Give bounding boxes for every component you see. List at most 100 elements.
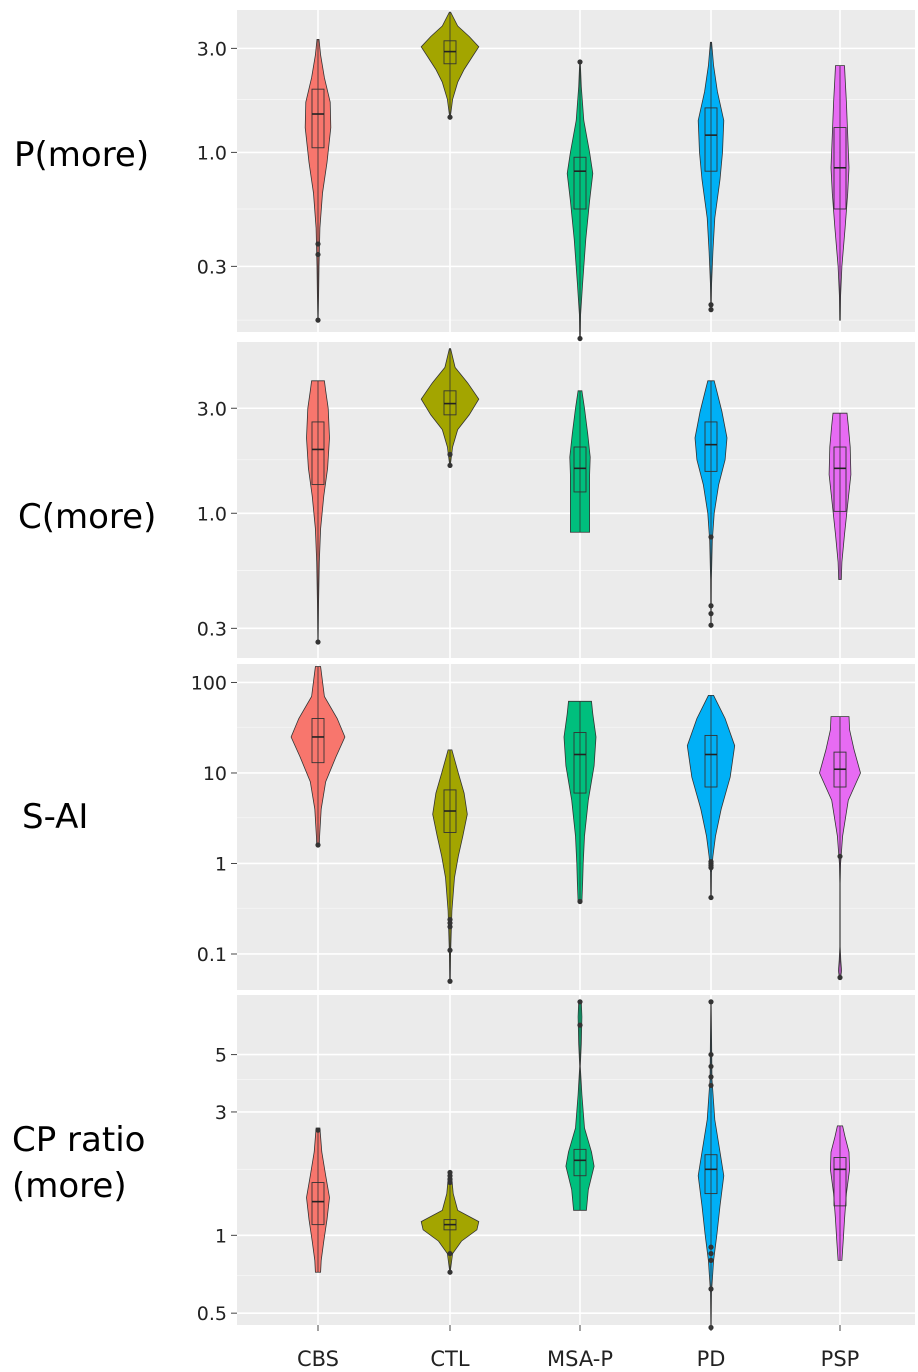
- violin-PSP: [829, 1125, 851, 1261]
- outlier-point: [708, 1257, 714, 1263]
- box-iqr: [311, 718, 325, 764]
- y-tick-label: 3: [215, 1102, 227, 1124]
- violin-PD: [694, 380, 728, 628]
- panel-2: 0.1 1 10 100: [191, 664, 915, 990]
- row-label-2: S-AI: [22, 797, 89, 837]
- violin-CBS: [304, 39, 332, 323]
- outlier-point: [315, 639, 321, 645]
- outlier-point: [315, 317, 321, 323]
- violin-PSP: [828, 412, 852, 580]
- outlier-point: [447, 978, 453, 984]
- outlier-point: [708, 1074, 714, 1080]
- y-tick-label: 0.3: [197, 256, 227, 278]
- outlier-point: [315, 1127, 321, 1133]
- outlier-point: [708, 1250, 714, 1257]
- row-label-3-text: CP ratio (more): [12, 1120, 146, 1206]
- outlier-point: [577, 59, 583, 65]
- box-iqr: [311, 88, 325, 149]
- violin-MSA-P: [565, 999, 595, 1211]
- x-tick-label-CTL: CTL: [430, 1347, 469, 1371]
- box-iqr: [833, 446, 847, 512]
- x-tick-label-CBS: CBS: [297, 1347, 339, 1371]
- y-tick-label: 0.3: [197, 618, 227, 640]
- outlier-point: [708, 1286, 714, 1292]
- outlier-point: [577, 898, 583, 905]
- outlier-point: [837, 974, 843, 981]
- violin-PSP: [830, 65, 850, 321]
- y-tick-label: 1.0: [197, 503, 227, 525]
- outlier-point: [447, 114, 453, 120]
- box-iqr: [311, 421, 325, 486]
- outlier-point: [447, 916, 453, 923]
- violin-PD: [697, 999, 725, 1331]
- box-iqr: [573, 156, 587, 210]
- x-tick-label-PSP: PSP: [821, 1347, 860, 1371]
- outlier-point: [577, 1022, 583, 1028]
- y-tick-label: 10: [203, 763, 227, 785]
- violin-CBS: [306, 1127, 330, 1273]
- y-tick-label: 3.0: [197, 398, 227, 420]
- violin-CBS: [290, 666, 346, 848]
- outlier-point: [708, 534, 714, 540]
- outlier-point: [577, 999, 583, 1005]
- outlier-point: [708, 999, 714, 1005]
- outlier-point: [708, 894, 714, 901]
- outlier-point: [447, 947, 453, 953]
- outlier-point: [708, 307, 714, 313]
- violin-CBS: [306, 380, 330, 645]
- y-tick-label: 1: [215, 853, 227, 875]
- box-iqr: [704, 1154, 718, 1195]
- outlier-point: [708, 1063, 714, 1070]
- outlier-point: [315, 251, 321, 258]
- outlier-point: [447, 924, 453, 930]
- y-tick-label: 0.5: [197, 1303, 227, 1325]
- row-label-3: CP ratio (more): [12, 1117, 182, 1209]
- outlier-point: [708, 622, 714, 628]
- box-iqr: [704, 107, 718, 172]
- panel-1: 0.3 1.0 3.0: [197, 342, 915, 658]
- box-iqr: [311, 1182, 325, 1226]
- y-tick-label: 0.1: [197, 944, 227, 966]
- violin-CTL: [420, 11, 480, 120]
- outlier-point: [315, 842, 321, 848]
- outlier-point: [447, 1269, 453, 1275]
- panel-0: 0.3 1.0 3.0: [197, 10, 915, 342]
- row-label-0: P(more): [14, 135, 150, 175]
- outlier-point: [315, 241, 321, 247]
- violin-PD: [686, 695, 736, 901]
- outlier-point: [708, 1082, 714, 1089]
- y-tick-label: 5: [215, 1045, 227, 1067]
- y-tick-label: 1: [215, 1225, 227, 1247]
- x-tick-label-PD: PD: [697, 1347, 726, 1371]
- violin-CTL: [432, 749, 468, 984]
- violin-PSP: [819, 716, 861, 981]
- violin-MSA-P: [563, 700, 597, 905]
- outlier-point: [708, 1244, 714, 1250]
- outlier-point: [577, 335, 583, 342]
- panel-3: 0.5 1 3 5: [197, 995, 915, 1331]
- violin-CTL: [420, 348, 480, 469]
- y-tick-label: 1.0: [197, 142, 227, 164]
- box-iqr: [704, 421, 718, 472]
- outlier-point: [708, 603, 714, 609]
- violin-MSA-P: [566, 59, 594, 342]
- outlier-point: [447, 462, 453, 469]
- x-tick-label-MSA-P: MSA-P: [547, 1347, 613, 1371]
- outlier-point: [708, 858, 714, 865]
- box-iqr: [573, 446, 587, 493]
- outlier-point: [837, 853, 843, 859]
- y-tick-label: 3.0: [197, 38, 227, 60]
- row-label-1: C(more): [18, 497, 157, 537]
- outlier-point: [708, 1051, 714, 1058]
- outlier-point: [447, 1250, 453, 1257]
- box-iqr: [573, 732, 587, 794]
- violin-CTL: [420, 1169, 480, 1275]
- y-tick-label: 100: [191, 672, 227, 694]
- outlier-point: [708, 302, 714, 308]
- outlier-point: [447, 1169, 453, 1176]
- box-iqr: [704, 734, 718, 788]
- outlier-point: [447, 451, 453, 458]
- violin-PD: [697, 41, 725, 313]
- outlier-point: [708, 611, 714, 617]
